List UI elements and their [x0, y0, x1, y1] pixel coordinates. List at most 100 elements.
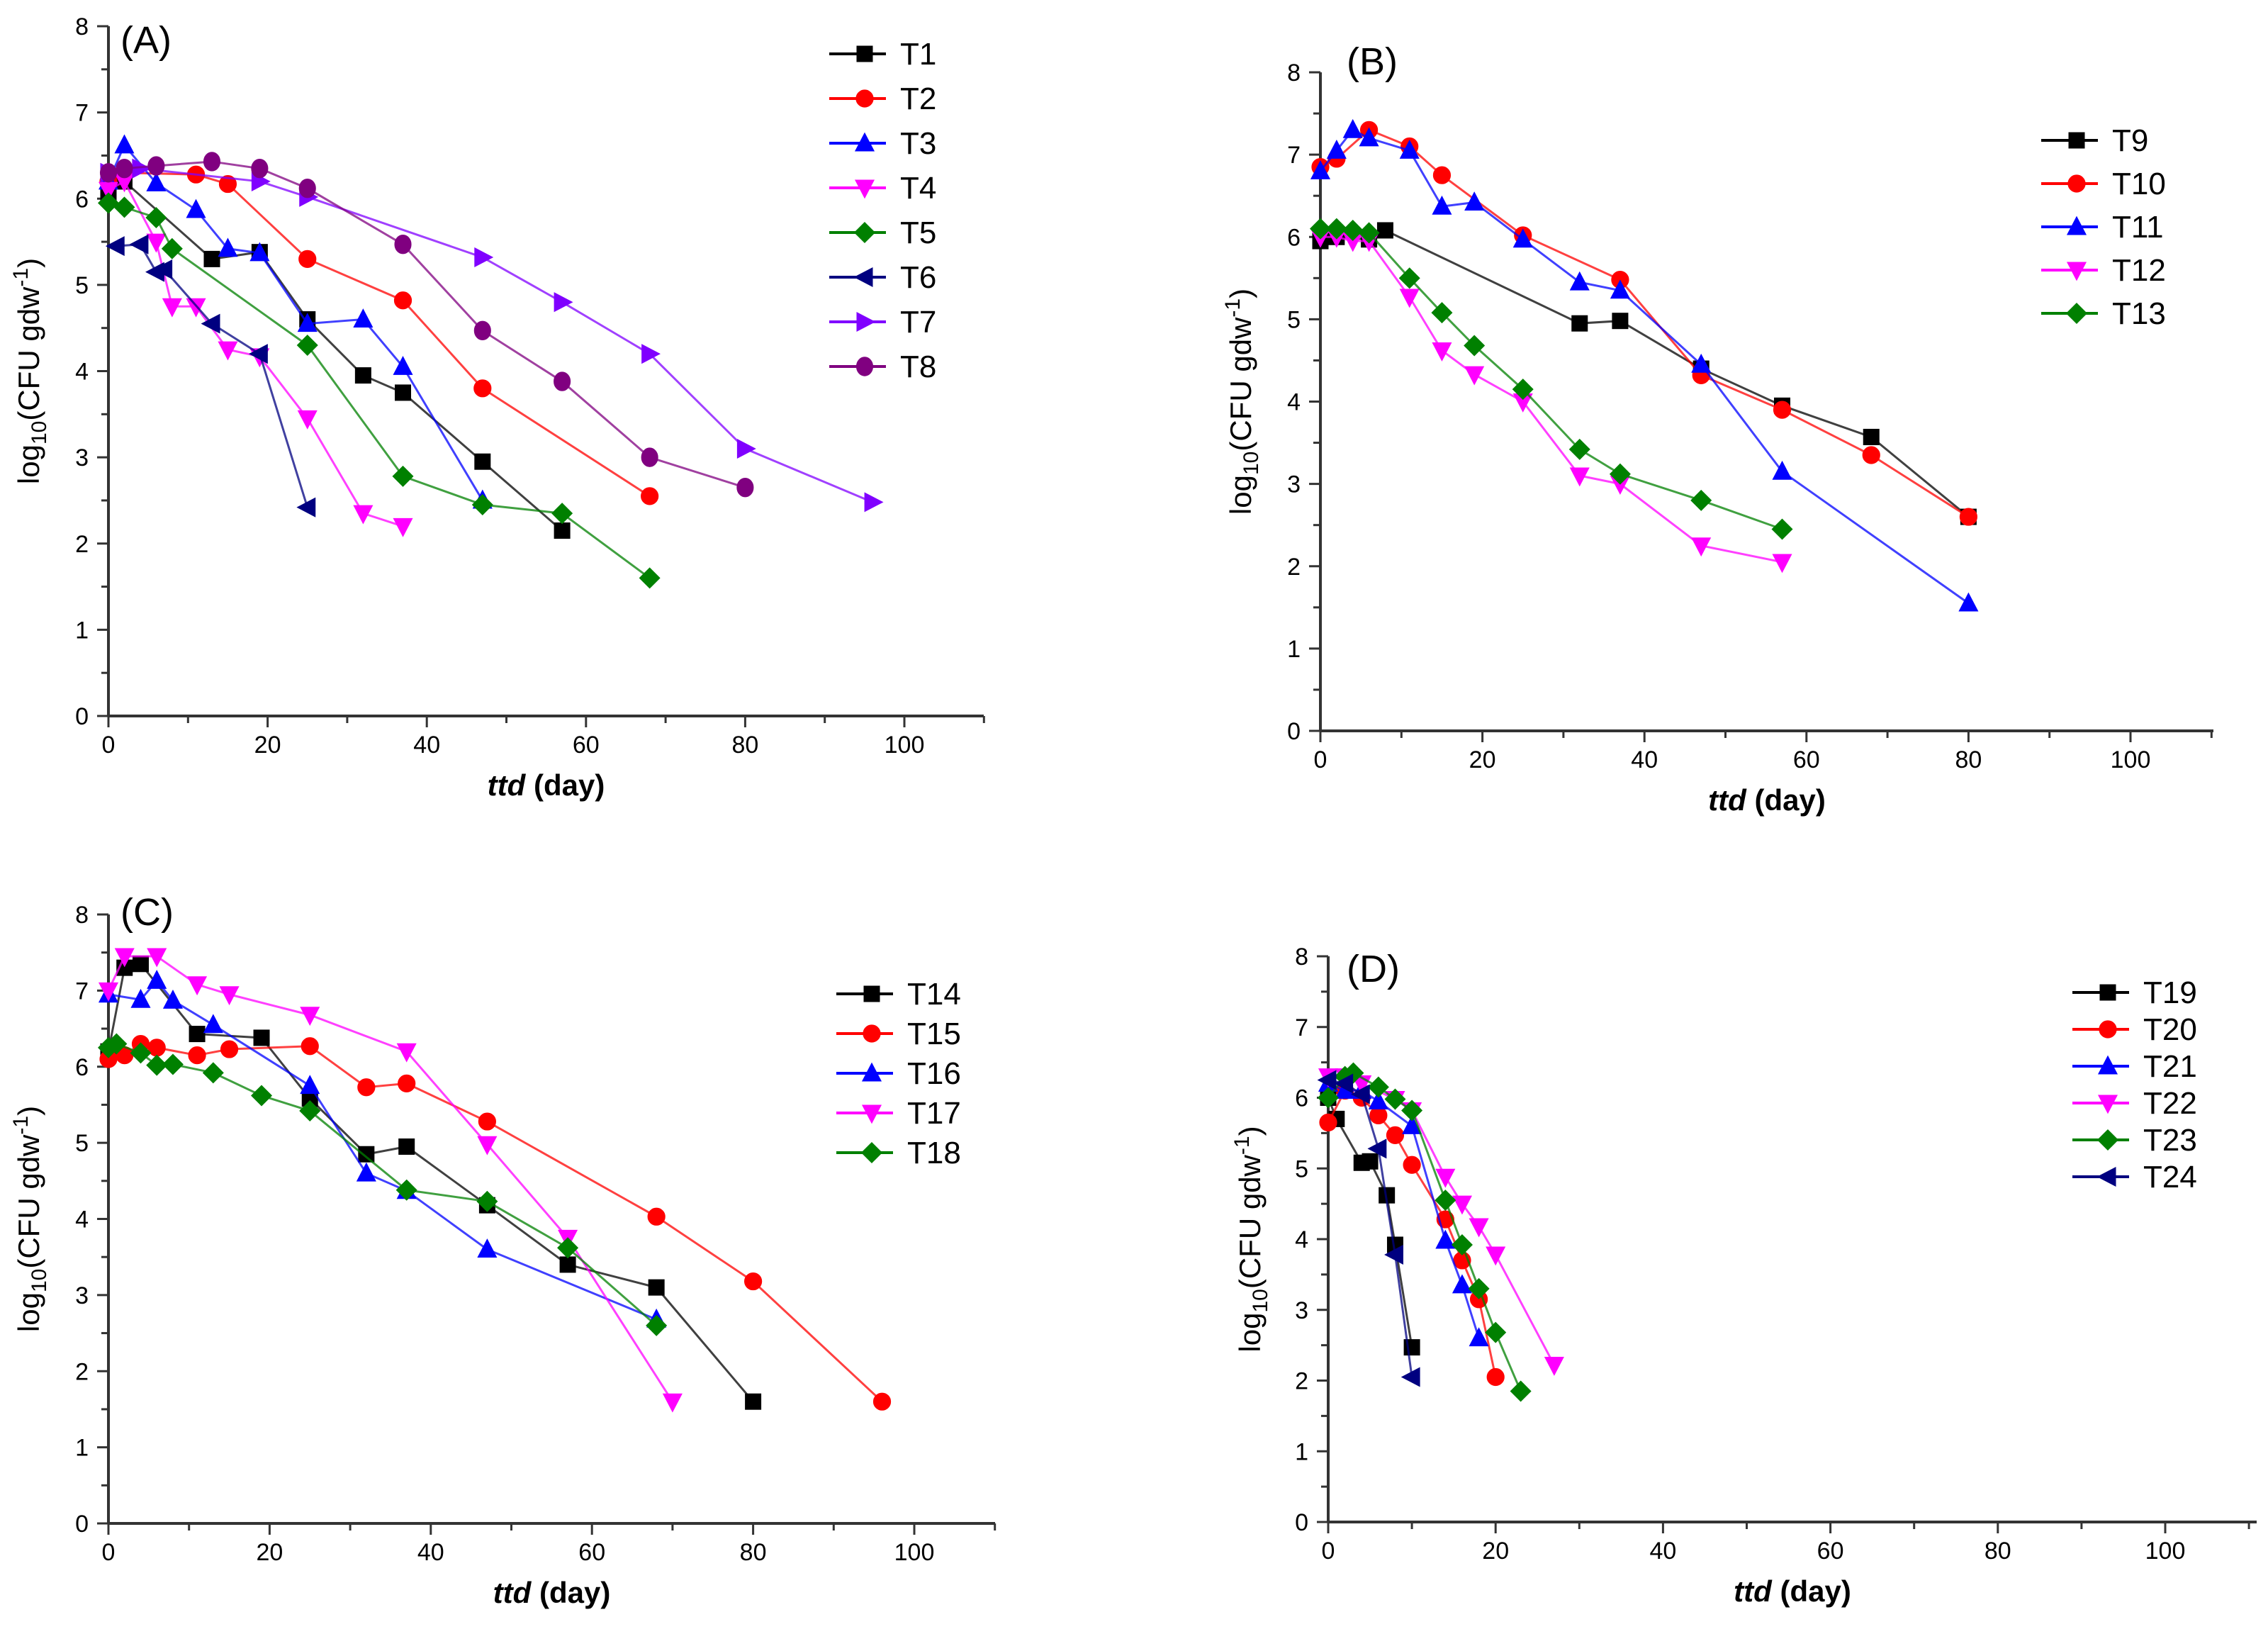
legend-marker: [2097, 1095, 2118, 1114]
data-point: [1771, 518, 1793, 540]
data-point: [1350, 1084, 1370, 1104]
y-axis-label-sub: 10: [28, 421, 51, 444]
y-axis-label-sup: -1: [1221, 298, 1245, 318]
data-point: [357, 1078, 376, 1097]
x-tick-label: 60: [1793, 746, 1820, 773]
y-tick-label: 5: [75, 1130, 89, 1157]
data-point: [1773, 401, 1792, 419]
data-point: [298, 178, 316, 198]
y-tick-label: 0: [75, 703, 89, 730]
data-point: [1362, 1153, 1379, 1170]
y-tick-label: 5: [75, 272, 89, 299]
data-point: [146, 1054, 168, 1076]
y-axis-label-sub: 10: [28, 1269, 51, 1292]
data-point: [1326, 139, 1347, 159]
legend-entry: T2: [829, 82, 936, 116]
data-point: [477, 1136, 498, 1155]
x-tick-label: 20: [254, 732, 281, 759]
data-point: [474, 453, 491, 470]
series-t9: [1312, 222, 1977, 525]
data-point: [1367, 1138, 1387, 1159]
legend-marker: [2096, 1129, 2119, 1151]
y-axis-label-log: log: [12, 1292, 45, 1332]
data-point: [296, 497, 316, 517]
legend-marker: [861, 1104, 882, 1124]
data-point: [1342, 219, 1364, 241]
series-t11: [1310, 118, 1979, 612]
data-point: [1452, 1274, 1472, 1294]
y-tick-label: 8: [75, 13, 89, 40]
x-tick-label: 60: [578, 1539, 605, 1566]
x-tick-label: 40: [1631, 746, 1658, 773]
data-point: [296, 335, 318, 357]
data-point: [153, 259, 173, 280]
data-point: [130, 988, 151, 1008]
data-point: [393, 517, 413, 537]
legend-marker: [856, 45, 873, 62]
legend-marker: [2066, 216, 2087, 235]
data-point: [1435, 1190, 1456, 1211]
data-point: [113, 196, 135, 218]
x-axis-label: ttd (day): [488, 768, 605, 802]
y-tick-label: 8: [1295, 944, 1308, 970]
y-tick-label: 1: [1295, 1438, 1308, 1465]
data-point: [1612, 313, 1629, 330]
series-t23: [1317, 1062, 1532, 1402]
data-point: [189, 1026, 206, 1043]
data-point: [188, 1046, 206, 1065]
legend-marker: [2066, 262, 2087, 281]
series-t16: [98, 970, 667, 1328]
y-tick-label: 1: [75, 617, 89, 644]
x-axis-label: ttd (day): [1708, 783, 1826, 817]
data-point: [298, 250, 317, 268]
data-point: [147, 1039, 166, 1057]
series-line: [108, 179, 563, 532]
x-axis-label-unit: (day): [1746, 783, 1826, 817]
series-t17: [98, 948, 683, 1413]
data-point: [662, 1393, 683, 1413]
data-point: [1691, 537, 1712, 557]
y-tick-label: 2: [75, 531, 89, 558]
legend-entry: T18: [836, 1136, 961, 1170]
data-point: [297, 313, 318, 332]
series-line: [116, 243, 309, 508]
data-point: [736, 477, 754, 498]
data-point: [161, 237, 183, 259]
y-tick-label: 6: [75, 186, 89, 213]
series-t10: [1311, 121, 1977, 526]
series-t14: [100, 956, 762, 1410]
legend-label: T19: [2143, 975, 2197, 1010]
y-tick-label: 7: [75, 100, 89, 127]
data-point: [478, 1112, 496, 1131]
data-point: [474, 247, 494, 267]
legend-entry: T14: [836, 977, 961, 1012]
data-point: [162, 1053, 184, 1075]
y-axis-label-close: ): [1233, 1126, 1267, 1136]
data-point: [97, 192, 120, 214]
data-point: [647, 1207, 666, 1226]
data-point: [99, 163, 118, 183]
data-point: [251, 1085, 273, 1107]
data-point: [297, 410, 318, 430]
legend-entry: T1: [829, 37, 936, 72]
y-tick-label: 4: [75, 1207, 89, 1233]
data-point: [203, 1014, 223, 1034]
data-point: [1569, 271, 1590, 291]
legend-label: T20: [2143, 1012, 2197, 1047]
data-point: [219, 986, 240, 1006]
data-point: [1400, 1367, 1420, 1387]
panel-a: 0 20 40 60 80 100 0 1 2 3 4 5 6 7 8 ttd (day) log10(CFU …: [9, 13, 985, 802]
legend-marker: [2097, 1055, 2118, 1075]
data-point: [554, 522, 571, 539]
legend-entry: T3: [829, 126, 936, 161]
y-tick-label: 2: [75, 1358, 89, 1385]
data-point: [554, 292, 573, 313]
data-point: [1309, 218, 1332, 240]
legend-marker: [2068, 132, 2085, 149]
data-point: [1399, 289, 1420, 308]
data-point: [1431, 302, 1453, 324]
data-point: [147, 948, 167, 968]
x-axis-label-unit: (day): [531, 1576, 610, 1609]
data-point: [396, 1043, 417, 1063]
data-point: [1432, 342, 1452, 362]
